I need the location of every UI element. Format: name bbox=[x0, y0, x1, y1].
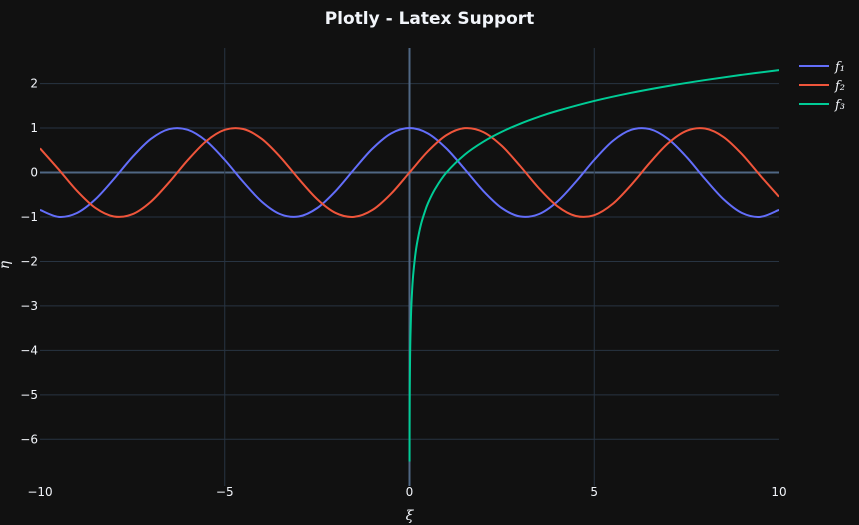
y-tick-label: −5 bbox=[20, 388, 38, 402]
legend[interactable]: f₁ f₂ f₃ bbox=[799, 60, 845, 113]
y-axis-label: η bbox=[0, 260, 13, 269]
y-tick-label: 2 bbox=[30, 77, 38, 91]
legend-label: f₃ bbox=[834, 98, 845, 113]
series-line-2 bbox=[40, 127, 779, 218]
plot-area bbox=[40, 69, 779, 462]
y-tick-label: −2 bbox=[20, 254, 38, 268]
legend-label: f₁ bbox=[834, 60, 845, 75]
legend-label: f₂ bbox=[834, 79, 845, 94]
y-tick-label: −6 bbox=[20, 432, 38, 446]
y-tick-label: −4 bbox=[20, 343, 38, 357]
chart-title: Plotly - Latex Support bbox=[325, 9, 535, 29]
x-tick-label: −5 bbox=[216, 485, 234, 499]
x-tick-label: 10 bbox=[771, 485, 786, 499]
y-tick-label: 0 bbox=[30, 166, 38, 180]
legend-item-2[interactable]: f₂ bbox=[799, 79, 845, 94]
y-tick-label: −3 bbox=[20, 299, 38, 313]
series-line-3 bbox=[408, 69, 779, 462]
legend-item-1[interactable]: f₁ bbox=[799, 60, 845, 75]
x-tick-labels: −10 −5 0 5 10 bbox=[27, 485, 786, 499]
y-tick-label: 1 bbox=[30, 121, 38, 135]
x-tick-label: 5 bbox=[590, 485, 598, 499]
legend-item-3[interactable]: f₃ bbox=[799, 98, 845, 113]
x-tick-label: 0 bbox=[406, 485, 414, 499]
series-line-1 bbox=[40, 127, 779, 218]
x-tick-label: −10 bbox=[27, 485, 52, 499]
x-axis-label: ξ bbox=[406, 508, 415, 524]
y-tick-labels: 2 1 0 −1 −2 −3 −4 −5 −6 bbox=[20, 77, 38, 447]
y-tick-label: −1 bbox=[20, 210, 38, 224]
